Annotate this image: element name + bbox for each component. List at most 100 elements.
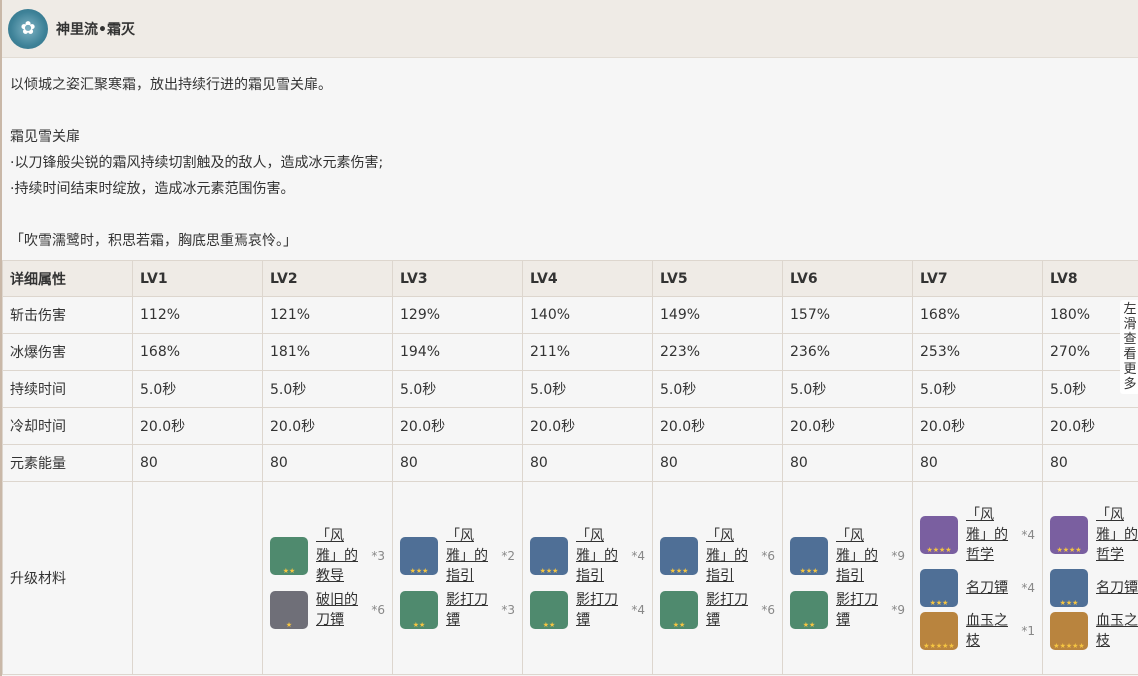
material-link[interactable]: 「风雅」的指引 bbox=[576, 528, 618, 584]
material-item[interactable]: ★★★★★ 血玉之枝 bbox=[1050, 611, 1138, 651]
table-row: 冷却时间 20.0秒 20.0秒 20.0秒 20.0秒 20.0秒 20.0秒 20.0秒 2… bbox=[2, 407, 1138, 445]
material-link[interactable]: 「风雅」的哲学 bbox=[1096, 507, 1138, 563]
material-icon[interactable]: ★★ bbox=[400, 591, 438, 629]
material-link[interactable]: 「风雅」的哲学 bbox=[966, 507, 1008, 563]
description-line: ·持续时间结束时绽放，造成冰元素范围伤害。 bbox=[10, 181, 295, 197]
material-count: *2 bbox=[501, 549, 515, 563]
rarity-stars-icon: ★★ bbox=[282, 567, 296, 575]
table-cell: 20.0秒 bbox=[262, 407, 393, 445]
table-cell: 20.0秒 bbox=[522, 407, 653, 445]
description-line: ·以刀锋般尖锐的霜风持续切割触及的敌人，造成冰元素伤害; bbox=[10, 155, 384, 171]
skill-title: 神里流•霜灭 bbox=[56, 21, 135, 38]
rarity-stars-icon: ★ bbox=[285, 621, 293, 629]
material-link[interactable]: 血玉之枝 bbox=[966, 613, 1008, 649]
rarity-stars-icon: ★★★ bbox=[1059, 599, 1079, 607]
material-item[interactable]: ★★ 影打刀镡 *9 bbox=[790, 590, 905, 630]
column-header: LV8 bbox=[1042, 260, 1138, 297]
scroll-hint-tooltip: 左滑查看更多 bbox=[1120, 300, 1138, 394]
table-cell: 80 bbox=[262, 444, 393, 482]
table-cell: 194% bbox=[392, 333, 523, 371]
material-icon[interactable]: ★★★ bbox=[530, 537, 568, 575]
materials-cell: ★★★ 「风雅」的指引 *6 ★★ 影打刀镡 *6 bbox=[652, 481, 783, 675]
material-link[interactable]: 血玉之枝 bbox=[1096, 613, 1138, 649]
material-count: *4 bbox=[631, 549, 645, 563]
material-item[interactable]: ★★ 影打刀镡 *4 bbox=[530, 590, 645, 630]
material-icon[interactable]: ★★★ bbox=[400, 537, 438, 575]
row-label: 持续时间 bbox=[2, 370, 133, 408]
table-cell: 20.0秒 bbox=[392, 407, 523, 445]
material-link[interactable]: 「风雅」的指引 bbox=[446, 528, 488, 584]
table-cell: 5.0秒 bbox=[522, 370, 653, 408]
table-cell: 5.0秒 bbox=[132, 370, 263, 408]
rarity-stars-icon: ★★★ bbox=[669, 567, 689, 575]
material-item[interactable]: ★★★★ 「风雅」的哲学 *4 bbox=[920, 505, 1035, 565]
material-count: *1 bbox=[1021, 624, 1035, 638]
table-cell: 168% bbox=[132, 333, 263, 371]
materials-cell: ★★★★ 「风雅」的哲学 ★★★ 名刀镡 ★★★★★ 血玉之枝 bbox=[1042, 481, 1138, 675]
table-cell: 80 bbox=[652, 444, 783, 482]
table-cell: 121% bbox=[262, 296, 393, 334]
table-cell: 211% bbox=[522, 333, 653, 371]
material-count: *3 bbox=[501, 603, 515, 617]
material-icon[interactable]: ★★★★★ bbox=[920, 612, 958, 650]
material-link[interactable]: 名刀镡 bbox=[1096, 580, 1138, 596]
material-item[interactable]: ★ 破旧的刀镡 *6 bbox=[270, 590, 385, 630]
material-item[interactable]: ★★★★ 「风雅」的哲学 bbox=[1050, 505, 1138, 565]
material-item[interactable]: ★★★ 名刀镡 bbox=[1050, 569, 1138, 607]
table-row: 冰爆伤害 168% 181% 194% 211% 223% 236% 253% 270% bbox=[2, 333, 1138, 371]
material-link[interactable]: 影打刀镡 bbox=[706, 592, 748, 628]
material-link[interactable]: 影打刀镡 bbox=[576, 592, 618, 628]
material-icon[interactable]: ★★★★ bbox=[1050, 516, 1088, 554]
material-link[interactable]: 破旧的刀镡 bbox=[316, 592, 358, 628]
table-row: 斩击伤害 112% 121% 129% 140% 149% 157% 168% 180% bbox=[2, 296, 1138, 334]
material-icon[interactable]: ★★★ bbox=[920, 569, 958, 607]
rarity-stars-icon: ★★ bbox=[542, 621, 556, 629]
table-cell: 20.0秒 bbox=[132, 407, 263, 445]
rarity-stars-icon: ★★★ bbox=[539, 567, 559, 575]
column-header: LV7 bbox=[912, 260, 1043, 297]
material-icon[interactable]: ★★ bbox=[270, 537, 308, 575]
rarity-stars-icon: ★★★★ bbox=[1056, 546, 1082, 554]
description-line: 霜见雪关扉 bbox=[10, 129, 80, 145]
materials-cell: ★★★ 「风雅」的指引 *9 ★★ 影打刀镡 *9 bbox=[782, 481, 913, 675]
material-item[interactable]: ★★ 影打刀镡 *3 bbox=[400, 590, 515, 630]
description-line: 「吹雪濡鹭时，积思若霜，胸底思重焉哀怜。」 bbox=[10, 233, 297, 249]
material-link[interactable]: 影打刀镡 bbox=[836, 592, 878, 628]
rarity-stars-icon: ★★★ bbox=[409, 567, 429, 575]
rarity-stars-icon: ★★★★ bbox=[926, 546, 952, 554]
material-icon[interactable]: ★★★★★ bbox=[1050, 612, 1088, 650]
material-icon[interactable]: ★★★ bbox=[790, 537, 828, 575]
material-icon[interactable]: ★★ bbox=[660, 591, 698, 629]
material-item[interactable]: ★★★ 名刀镡 *4 bbox=[920, 569, 1035, 607]
table-row: 持续时间 5.0秒 5.0秒 5.0秒 5.0秒 5.0秒 5.0秒 5.0秒 5.0秒 bbox=[2, 370, 1138, 408]
material-icon[interactable]: ★★★ bbox=[660, 537, 698, 575]
material-count: *3 bbox=[371, 549, 385, 563]
material-link[interactable]: 影打刀镡 bbox=[446, 592, 488, 628]
material-icon[interactable]: ★★★★ bbox=[920, 516, 958, 554]
material-icon[interactable]: ★★ bbox=[530, 591, 568, 629]
table-cell: 80 bbox=[132, 444, 263, 482]
column-header: LV2 bbox=[262, 260, 393, 297]
material-item[interactable]: ★★ 「风雅」的教导 *3 bbox=[270, 526, 385, 586]
materials-cell bbox=[132, 481, 263, 675]
material-item[interactable]: ★★★★★ 血玉之枝 *1 bbox=[920, 611, 1035, 651]
table-cell: 80 bbox=[782, 444, 913, 482]
material-link[interactable]: 「风雅」的指引 bbox=[706, 528, 748, 584]
material-item[interactable]: ★★ 影打刀镡 *6 bbox=[660, 590, 775, 630]
material-icon[interactable]: ★★ bbox=[790, 591, 828, 629]
table-cell: 80 bbox=[392, 444, 523, 482]
material-link[interactable]: 「风雅」的教导 bbox=[316, 528, 358, 584]
material-item[interactable]: ★★★ 「风雅」的指引 *6 bbox=[660, 526, 775, 586]
material-item[interactable]: ★★★ 「风雅」的指引 *2 bbox=[400, 526, 515, 586]
material-link[interactable]: 「风雅」的指引 bbox=[836, 528, 878, 584]
table-cell: 5.0秒 bbox=[262, 370, 393, 408]
material-count: *4 bbox=[1021, 581, 1035, 595]
material-icon[interactable]: ★ bbox=[270, 591, 308, 629]
material-count: *9 bbox=[891, 549, 905, 563]
material-item[interactable]: ★★★ 「风雅」的指引 *4 bbox=[530, 526, 645, 586]
column-header: 详细属性 bbox=[2, 260, 133, 297]
material-icon[interactable]: ★★★ bbox=[1050, 569, 1088, 607]
material-link[interactable]: 名刀镡 bbox=[966, 580, 1008, 596]
material-item[interactable]: ★★★ 「风雅」的指引 *9 bbox=[790, 526, 905, 586]
table-cell: 20.0秒 bbox=[1042, 407, 1138, 445]
